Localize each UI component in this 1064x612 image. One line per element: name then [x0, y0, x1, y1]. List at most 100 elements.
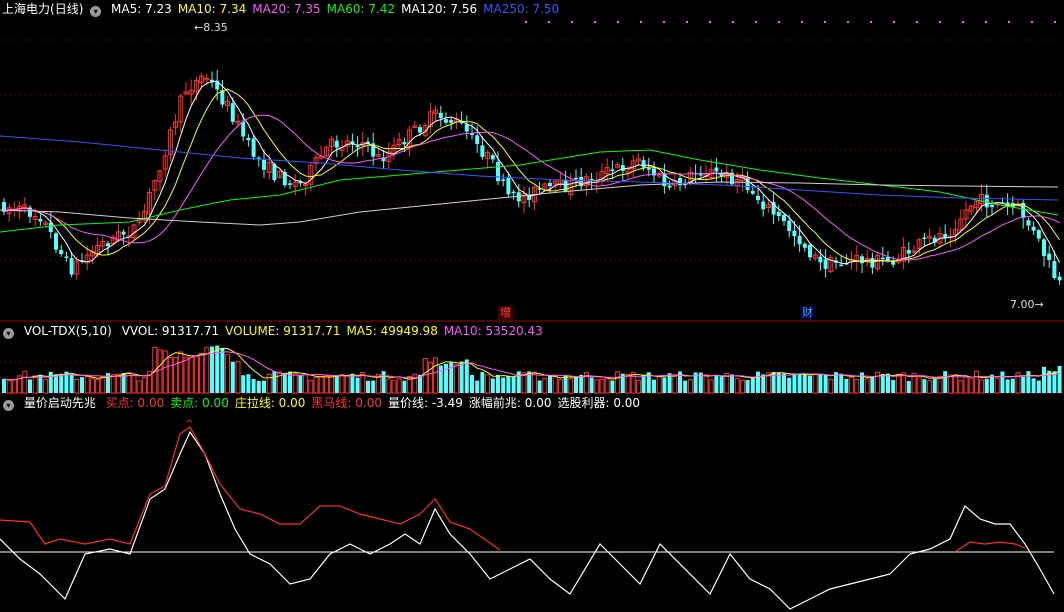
volume-bar-189 [984, 378, 989, 393]
volume-bar-131 [683, 380, 688, 393]
volume-pane[interactable]: ▾ VOL-TDX(5,10) VVOL: 91317.71 VOLUME: 91… [0, 322, 1064, 394]
candle-body-134 [698, 173, 703, 176]
indicator-chart[interactable]: ^ [0, 394, 1064, 612]
volume-bar-175 [911, 373, 917, 394]
volume-bar-184 [958, 380, 964, 394]
indicator-pane[interactable]: ^ ▾ 量价启动先兆 买点: 0.00 卖点: 0.00 庄拉线: 0.00 黑马线:… [0, 394, 1064, 612]
candle-body-165 [860, 256, 864, 264]
volume-bar-13 [69, 374, 74, 393]
volume-bar-30 [157, 349, 163, 394]
candle-body-155 [808, 244, 812, 258]
volume-bar-111 [579, 374, 584, 393]
event-tag-cai[interactable]: 财 [800, 306, 815, 320]
volume-bar-157 [818, 373, 823, 393]
candle-body-10 [54, 233, 58, 250]
candle-body-79 [412, 125, 418, 129]
volume-legend: VVOL: 91317.71 VOLUME: 91317.71 MA5: 49949… [122, 324, 549, 338]
volume-bar-70 [366, 380, 370, 393]
candle-body-5 [28, 207, 32, 217]
candle-body-52 [272, 163, 277, 180]
volume-bar-146 [761, 374, 766, 393]
volume-chart[interactable] [0, 322, 1064, 394]
volume-bar-46 [241, 375, 246, 393]
chevron-down-icon[interactable]: ▾ [3, 328, 14, 339]
candle-body-188 [979, 193, 985, 205]
vol-ma5-line [3, 347, 1060, 381]
volume-bar-57 [298, 375, 303, 393]
signal-dot [525, 21, 527, 23]
volume-bar-45 [235, 361, 241, 394]
volume-bar-9 [48, 371, 53, 393]
volume-bar-171 [891, 380, 896, 393]
candle-body-38 [199, 75, 205, 84]
volume-bar-25 [131, 375, 137, 394]
candle-body-173 [901, 247, 907, 262]
volume-bar-134 [698, 372, 703, 393]
volume-bar-121 [630, 372, 636, 394]
candle-body-30 [157, 170, 163, 182]
candle-body-48 [251, 138, 256, 157]
price-pane[interactable]: 上海电力(日线) ▾ MA5: 7.23 MA10: 7.34 MA20: 7.35… [0, 0, 1064, 322]
chevron-down-icon[interactable]: ▾ [3, 400, 14, 411]
candle-body-91 [475, 135, 480, 145]
volume-bar-115 [599, 378, 605, 394]
volume-bar-154 [802, 373, 807, 393]
candle-body-113 [589, 178, 594, 181]
candle-body-185 [963, 209, 969, 220]
volume-bar-91 [475, 380, 480, 393]
indicator-legend: 买点: 0.00 卖点: 0.00 庄拉线: 0.00 黑马线: 0.00 量价线: -… [106, 396, 646, 410]
dark-horse-line [0, 426, 501, 551]
candle-body-203 [1057, 276, 1062, 281]
candle-body-96 [501, 179, 506, 181]
candle-body-32 [167, 129, 173, 156]
candle-body-130 [678, 178, 682, 186]
event-tag-zeng[interactable]: 增 [498, 306, 513, 320]
candle-body-169 [880, 257, 885, 260]
volume-bar-169 [880, 373, 885, 393]
indicator-name: 量价启动先兆 [23, 396, 96, 410]
candle-body-104 [542, 183, 548, 190]
candle-body-183 [953, 229, 959, 236]
vol-legend-item-0: VVOL: 91317.71 [121, 324, 220, 338]
volume-bar-193 [1005, 379, 1010, 393]
chevron-down-icon[interactable]: ▾ [90, 6, 102, 17]
volume-bar-63 [329, 375, 335, 394]
volume-bar-139 [724, 373, 730, 394]
volume-bar-197 [1026, 371, 1031, 393]
volume-bar-151 [787, 377, 792, 393]
candle-body-151 [787, 220, 792, 232]
price-volume-line [0, 430, 1055, 610]
candle-body-98 [511, 191, 516, 194]
volume-bar-68 [355, 377, 360, 393]
volume-bar-136 [708, 379, 714, 394]
volume-bar-124 [646, 372, 651, 393]
volume-bar-72 [375, 373, 381, 394]
volume-bar-18 [95, 379, 101, 394]
volume-bar-82 [427, 361, 433, 394]
volume-bar-148 [771, 371, 776, 393]
volume-bar-77 [402, 380, 407, 393]
volume-bar-182 [947, 374, 953, 394]
candle-body-63 [329, 138, 335, 148]
candlestick-chart[interactable] [0, 0, 1064, 322]
candle-body-189 [984, 194, 989, 208]
volume-bar-73 [381, 371, 386, 393]
candle-body-177 [922, 237, 927, 239]
candle-body-67 [350, 141, 355, 145]
candle-body-4 [22, 204, 28, 208]
candle-body-157 [818, 256, 823, 263]
volume-bar-20 [106, 373, 110, 393]
candle-body-147 [765, 204, 771, 209]
ind-legend-item-4: 量价线: -3.49 [387, 396, 463, 410]
volume-bar-62 [323, 375, 329, 394]
candle-body-126 [656, 173, 662, 177]
volume-bar-137 [714, 375, 719, 393]
volume-bar-22 [115, 373, 121, 394]
volume-bar-133 [693, 372, 698, 393]
volume-bar-158 [823, 375, 828, 393]
candle-body-6 [32, 215, 38, 220]
volume-bar-202 [1052, 371, 1057, 393]
volume-bar-66 [344, 375, 350, 394]
volume-bar-32 [167, 356, 173, 394]
candle-body-33 [173, 121, 179, 128]
